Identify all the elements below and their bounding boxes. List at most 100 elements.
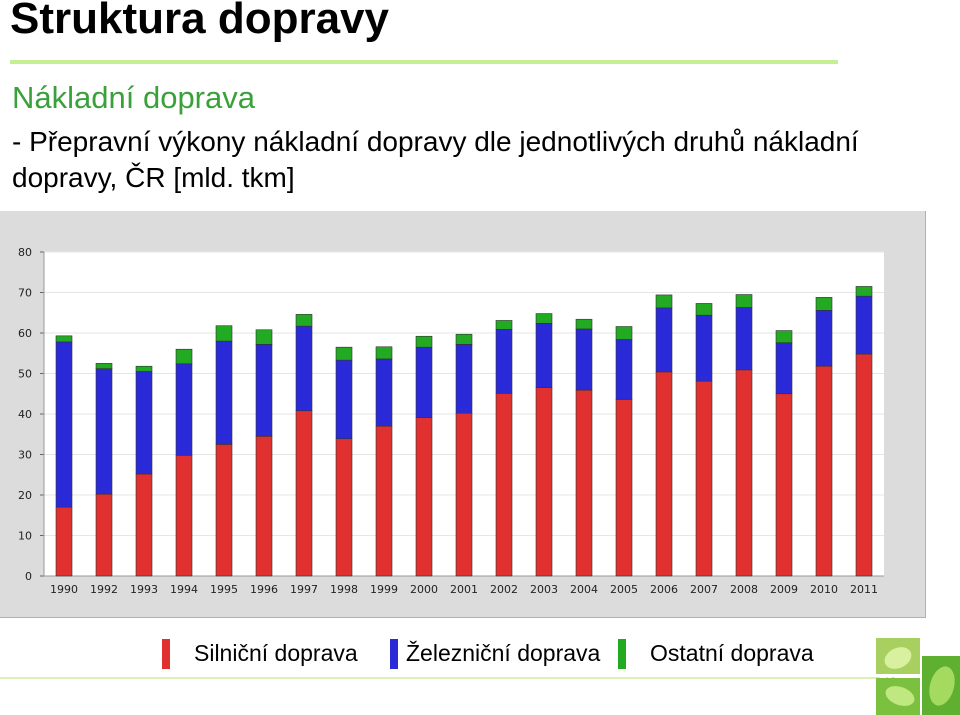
bar-segment-zeleznicni [495,329,513,394]
bar-segment-silnicni [695,380,713,577]
bar-segment-silnicni [375,425,393,577]
bar-segment-ostatni [95,363,113,369]
bar-segment-zeleznicni [655,307,673,373]
bar-segment-zeleznicni [375,358,393,427]
x-tick-label: 2004 [570,583,598,596]
y-tick-label: 70 [18,287,32,300]
bar-segment-ostatni [535,313,553,324]
title-underline [10,60,838,64]
bar-segment-zeleznicni [295,325,313,412]
x-tick-label: 1996 [250,583,278,596]
bar-segment-zeleznicni [815,310,833,367]
legend-label-ostatni: Ostatní doprava [650,640,814,666]
y-tick-label: 20 [18,489,32,502]
y-tick-label: 50 [18,368,32,381]
x-tick-label: 2001 [450,583,478,596]
bar-segment-silnicni [415,417,433,577]
bar-segment-silnicni [175,455,193,577]
bar-segment-silnicni [815,365,833,577]
leaf-logo-icon [876,638,960,715]
x-tick-label: 1992 [90,583,118,596]
bar-segment-silnicni [55,506,73,577]
bar-segment-ostatni [135,365,153,372]
legend-swatch-ostatni [618,639,626,669]
bar-segment-ostatni [655,294,673,309]
bar-segment-ostatni [815,297,833,311]
bar-segment-ostatni [495,320,513,330]
bar-segment-zeleznicni [695,314,713,382]
bar-segment-zeleznicni [215,340,233,445]
bar-segment-silnicni [255,435,273,577]
x-tick-label: 1999 [370,583,398,596]
bar-segment-ostatni [375,346,393,360]
slide-title: Struktura dopravy [10,0,389,43]
bar-segment-ostatni [575,318,593,330]
chart-legend: Silniční doprava Železniční doprava Osta… [162,638,882,672]
bar-segment-ostatni [615,326,633,340]
bar-segment-zeleznicni [575,328,593,391]
bar-segment-zeleznicni [775,342,793,395]
bar-segment-silnicni [535,387,553,577]
legend-label-zeleznicni: Železniční doprava [406,640,601,666]
bar-segment-ostatni [695,303,713,316]
x-tick-label: 2002 [490,583,518,596]
x-tick-label: 2000 [410,583,438,596]
y-tick-label: 30 [18,449,32,462]
section-subtitle: Nákladní doprava [12,80,255,115]
x-tick-label: 1998 [330,583,358,596]
bar-segment-silnicni [495,393,513,577]
y-tick-label: 80 [18,246,32,259]
bar-segment-ostatni [335,346,353,361]
x-tick-label: 2010 [810,583,838,596]
bar-segment-silnicni [655,371,673,577]
bar-segment-ostatni [415,335,433,348]
x-tick-label: 1995 [210,583,238,596]
y-tick-label: 0 [25,570,32,583]
bar-segment-silnicni [135,473,153,577]
bar-segment-zeleznicni [415,346,433,418]
bar-segment-zeleznicni [55,341,73,508]
y-tick-label: 40 [18,408,32,421]
y-tick-label: 60 [18,327,32,340]
x-tick-label: 2003 [530,583,558,596]
bar-segment-silnicni [735,369,753,577]
x-tick-label: 2011 [850,583,878,596]
footer-rule [0,677,880,679]
stacked-bar-chart: 0 10 20 30 40 50 60 70 80 1990 1992 1993 1994 1995 199… [18,246,884,596]
x-tick-label: 2007 [690,583,718,596]
bar-segment-zeleznicni [735,307,753,371]
y-tick-label: 10 [18,530,32,543]
bar-segment-zeleznicni [535,322,553,388]
x-tick-label: 2005 [610,583,638,596]
x-tick-label: 2006 [650,583,678,596]
x-tick-label: 2008 [730,583,758,596]
bar-segment-zeleznicni [95,368,113,495]
bar-segment-silnicni [575,389,593,577]
bullet-text: - Přepravní výkony nákladní dopravy dle … [12,126,859,193]
legend-label-silnicni: Silniční doprava [194,640,358,666]
bar-segment-zeleznicni [135,371,153,475]
x-tick-label: 1994 [170,583,198,596]
legend-swatch-silnicni [162,639,170,669]
bar-segment-ostatni [855,286,873,297]
bar-segment-ostatni [295,314,313,327]
chart-panel: 0 10 20 30 40 50 60 70 80 1990 1992 1993 1994 1995 199… [0,211,926,618]
bar-segment-ostatni [215,325,233,342]
bar-segment-zeleznicni [615,339,633,400]
bar-segment-ostatni [55,335,73,343]
bar-segment-zeleznicni [335,359,353,440]
bar-segment-zeleznicni [255,344,273,437]
bar-segment-ostatni [735,294,753,308]
x-tick-label: 1993 [130,583,158,596]
bar-segment-zeleznicni [855,295,873,355]
bar-segment-silnicni [455,412,473,577]
bar-segment-zeleznicni [455,344,473,414]
bar-segment-silnicni [95,493,113,577]
x-tick-label: 1997 [290,583,318,596]
bar-segment-silnicni [775,393,793,577]
bar-segment-ostatni [175,348,193,365]
bar-segment-silnicni [615,399,633,577]
legend-swatch-zeleznicni [390,639,398,669]
x-tick-label: 2009 [770,583,798,596]
bar-segment-silnicni [335,438,353,577]
